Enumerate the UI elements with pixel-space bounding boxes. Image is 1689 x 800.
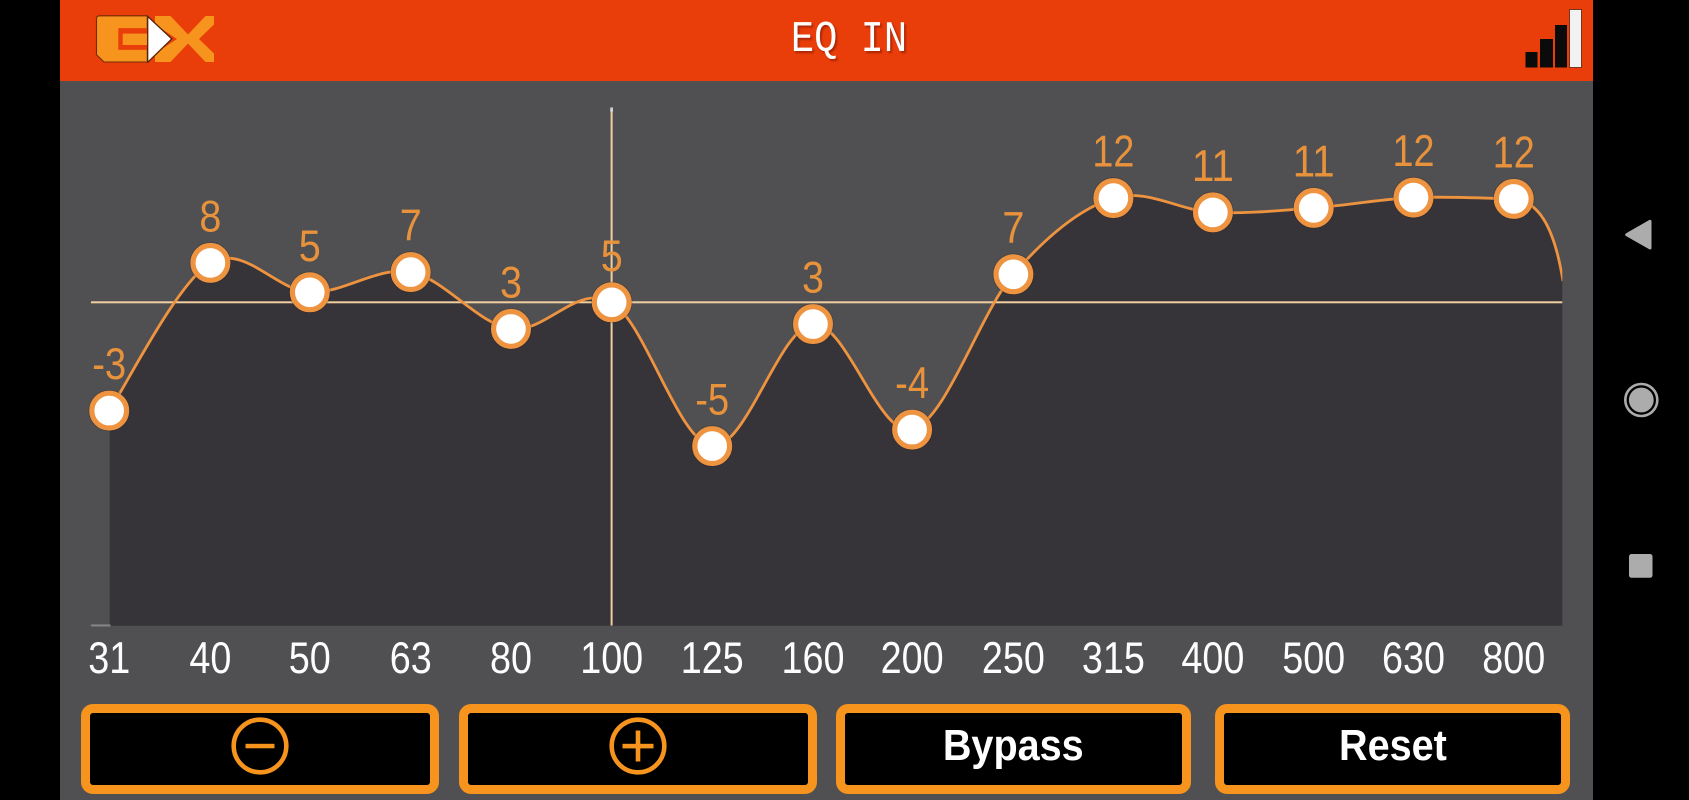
svg-text:630: 630	[1382, 634, 1445, 683]
svg-text:50: 50	[289, 634, 331, 683]
svg-text:-3: -3	[92, 340, 126, 389]
svg-text:12: 12	[1493, 128, 1535, 177]
svg-text:11: 11	[1293, 137, 1335, 186]
svg-text:5: 5	[601, 232, 623, 281]
svg-text:7: 7	[1002, 204, 1024, 253]
svg-text:125: 125	[681, 634, 744, 683]
svg-text:250: 250	[982, 634, 1045, 683]
svg-text:80: 80	[490, 634, 532, 683]
svg-text:12: 12	[1393, 127, 1435, 176]
svg-text:3: 3	[500, 258, 522, 307]
svg-text:315: 315	[1082, 634, 1145, 683]
svg-text:8: 8	[199, 192, 221, 241]
svg-text:31: 31	[88, 634, 130, 683]
svg-text:160: 160	[782, 634, 845, 683]
svg-text:63: 63	[390, 634, 432, 683]
svg-text:200: 200	[881, 634, 944, 683]
svg-text:400: 400	[1181, 634, 1244, 683]
svg-text:7: 7	[400, 202, 422, 251]
svg-text:100: 100	[580, 634, 643, 683]
svg-text:-4: -4	[895, 359, 929, 408]
svg-text:3: 3	[802, 254, 824, 303]
svg-text:800: 800	[1482, 634, 1545, 683]
svg-text:-5: -5	[695, 376, 729, 425]
svg-text:5: 5	[299, 222, 321, 271]
svg-text:11: 11	[1192, 142, 1234, 191]
svg-text:12: 12	[1092, 128, 1134, 177]
svg-text:500: 500	[1282, 634, 1345, 683]
svg-text:40: 40	[189, 634, 231, 683]
